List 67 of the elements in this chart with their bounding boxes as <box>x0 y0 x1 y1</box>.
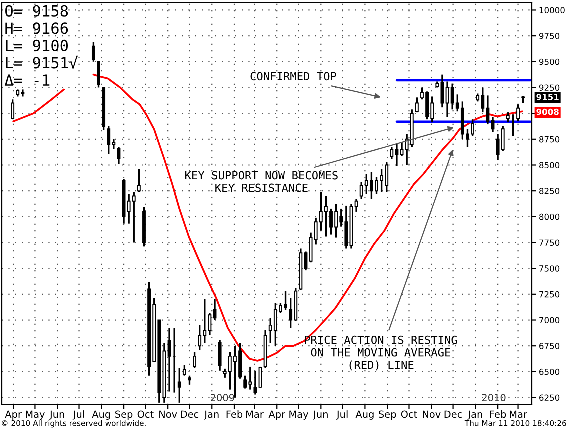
x-tick-label: Jun <box>50 410 64 420</box>
y-tick-label: 8000 <box>540 214 560 220</box>
annotation: O= 9158 <box>6 5 68 17</box>
x-tick-label: Dec <box>444 410 462 418</box>
candlestick <box>193 351 197 369</box>
y-tick-label: 9250 <box>539 84 560 92</box>
y-tick-label: 8500 <box>540 162 560 169</box>
candlestick <box>395 144 399 168</box>
x-tick-label: Mar <box>246 410 264 418</box>
y-tick-label: 8750 <box>540 136 560 143</box>
annotation: Δ= -1 <box>4 74 50 86</box>
annotation: 9008 <box>536 108 559 116</box>
candlestick <box>11 98 15 120</box>
x-tick-label: Jan <box>204 410 219 420</box>
candlestick <box>92 41 96 63</box>
x-tick-label: Apr <box>5 410 22 420</box>
x-tick-label: Dec <box>181 410 199 418</box>
y-tick-label: 10000 <box>540 7 565 14</box>
x-tick-label: Aug <box>92 410 110 420</box>
y-tick-label: 7500 <box>540 266 560 272</box>
annotation: PRICE ACTION IS RESTING ON THE MOVING AVERAGE (RED) LINE <box>305 336 458 371</box>
x-tick-label: Nov <box>423 410 441 418</box>
annotation: 2010 <box>482 394 506 402</box>
x-tick-label: Mar <box>510 410 528 418</box>
x-tick-label: Jul <box>72 410 84 420</box>
y-tick-label: 6750 <box>540 343 560 350</box>
y-tick-label: 6250 <box>540 394 560 402</box>
candlestick <box>390 146 394 160</box>
candlestick <box>218 339 222 372</box>
annotation: L= 9100 <box>6 40 68 52</box>
candlestick <box>117 146 121 166</box>
candlestick <box>506 112 510 124</box>
candlestick <box>354 198 358 213</box>
x-tick-label: Nov <box>160 410 178 418</box>
x-tick-label: Apr <box>268 410 286 420</box>
candlestick <box>415 96 419 114</box>
x-tick-label: Feb <box>226 410 243 418</box>
x-tick-label: May <box>290 410 309 420</box>
x-tick-label: Jun <box>313 410 328 420</box>
y-tick-label: 7000 <box>540 317 560 324</box>
x-tick-label: Oct <box>138 410 154 418</box>
x-tick-label: Sep <box>379 410 396 420</box>
annotation: KEY SUPPORT NOW BECOMES KEY RESISTANCE <box>186 171 338 192</box>
x-tick-label: Aug <box>356 410 374 420</box>
y-tick-label: 9500 <box>539 58 560 66</box>
candlestick <box>182 364 186 377</box>
y-tick-label: 7250 <box>540 291 560 298</box>
x-tick-label: Sep <box>116 410 133 420</box>
annotation: L= 9151√ <box>6 56 78 69</box>
annotation: 9151 <box>536 94 559 100</box>
x-tick-label: Jul <box>336 410 348 420</box>
y-tick-label: 9750 <box>539 33 560 40</box>
annotation: CONFIRMED TOP <box>250 72 336 81</box>
x-tick-label: May <box>26 410 45 420</box>
candlestick <box>400 142 404 158</box>
x-tick-label: Jan <box>468 410 482 420</box>
y-tick-label: 8250 <box>540 188 560 194</box>
x-tick-label: Feb <box>490 410 506 418</box>
candlestick <box>254 370 258 396</box>
annotation: H= 9166 <box>6 22 68 34</box>
x-tick-label: Oct <box>401 410 418 418</box>
candlestick <box>516 104 520 122</box>
y-tick-label: 6500 <box>540 368 560 376</box>
annotation: 2009 <box>211 394 234 402</box>
y-tick-label: 7750 <box>540 240 560 246</box>
candlestick <box>97 61 100 89</box>
candlestick <box>137 168 141 193</box>
